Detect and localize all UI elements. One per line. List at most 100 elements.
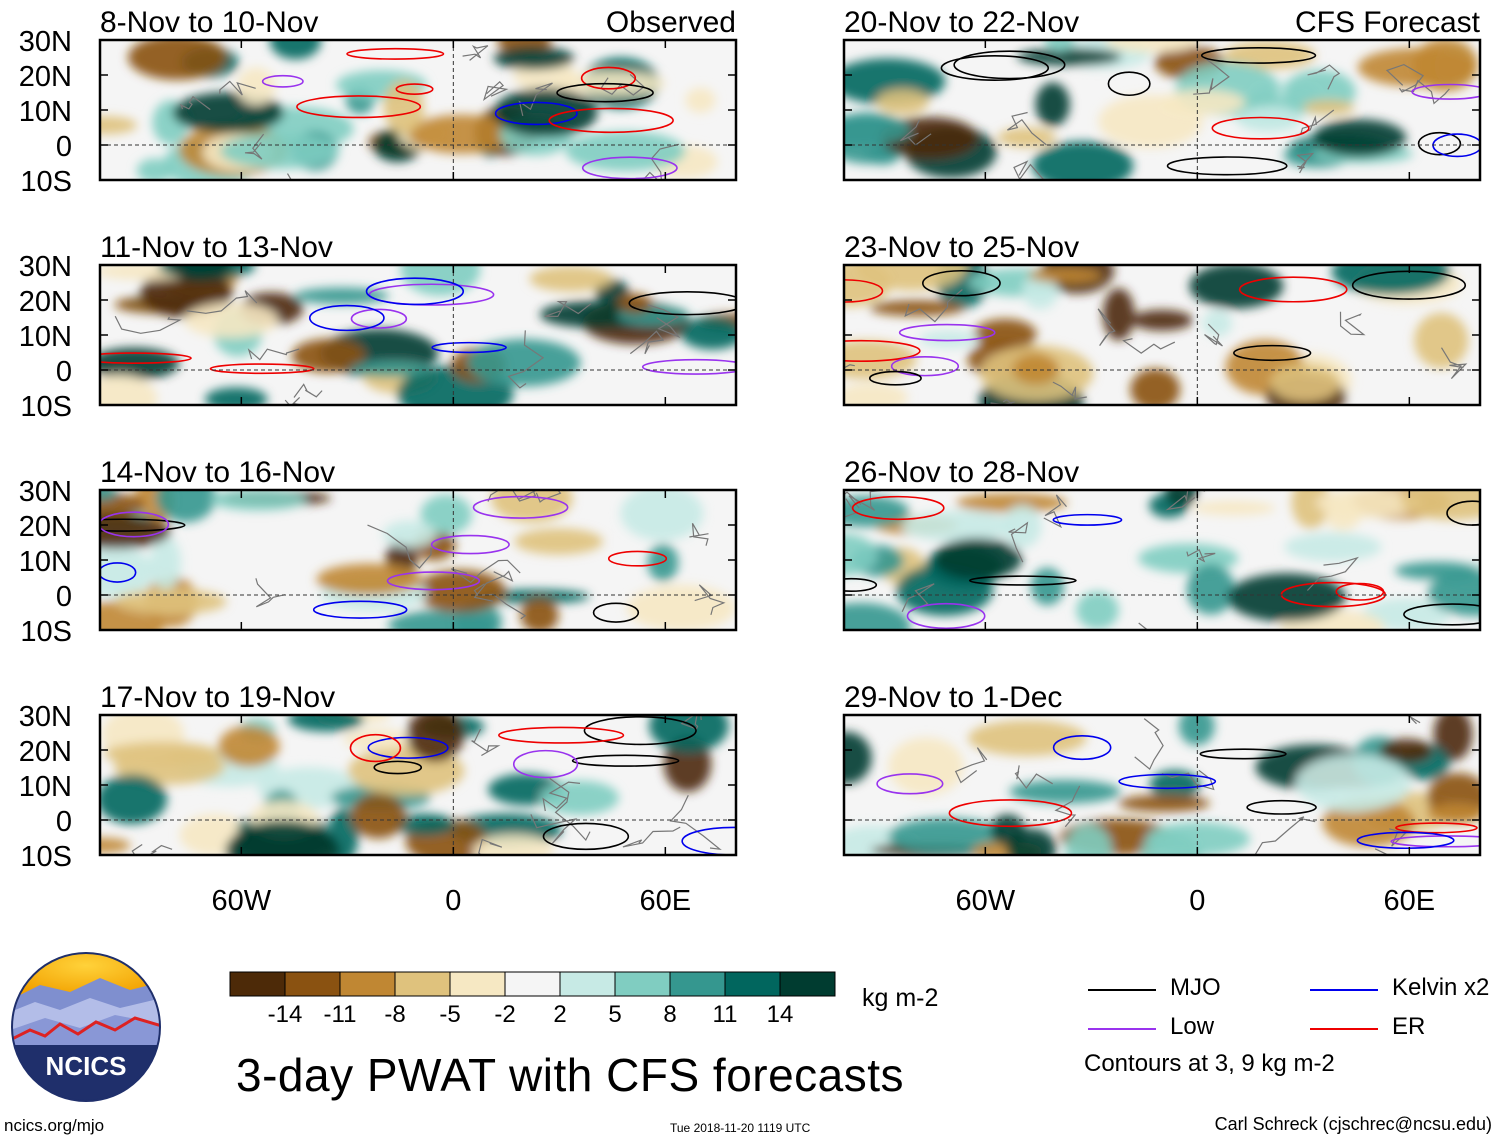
wave-contour [876,773,944,795]
anomaly-blob [520,598,559,630]
anomaly-blob [1009,779,1121,804]
column-header: CFS Forecast [1295,6,1481,39]
column-header: Observed [606,6,736,39]
coastline [1405,715,1421,725]
panel-field [100,265,736,405]
coastline [450,559,521,584]
colorbar-tick-label: -8 [384,1001,405,1028]
panel-period-label: 20-Nov to 22-Nov [844,6,1079,39]
wave-contour [906,602,986,630]
anomaly-field [844,715,1480,855]
anomaly-blob [685,87,716,113]
coastline [1401,79,1450,105]
anomaly-blob [349,360,432,377]
wave-contour [953,50,1066,80]
colorbar-swatch [559,971,616,997]
logo-text: NCICS [46,1051,127,1081]
anomaly-blob [1032,141,1134,180]
wave-contour [968,575,1077,586]
anomaly-blob [393,813,456,836]
coastline [471,728,501,757]
anomaly-blob [219,133,340,169]
coastline [1122,338,1176,354]
coastline [530,814,578,844]
coastline [518,82,553,117]
footer-credit: Carl Schreck (cjschrec@ncsu.edu) [1214,1114,1492,1134]
panel-field [100,40,736,180]
anomaly-blob [136,158,173,180]
coastline [114,315,182,334]
wave-contour [368,283,495,306]
colorbar-tick-label: 5 [608,1001,621,1028]
anomaly-blob [888,817,1006,855]
wave-contour [948,799,1073,828]
coastline [1385,63,1425,93]
panel-field [100,715,736,855]
anomaly-blob [420,494,472,535]
colorbar-tick-label: -11 [324,1001,357,1028]
anomaly-blob [997,127,1057,148]
anomaly-blob [287,715,365,732]
wave-contour [1107,71,1151,97]
legend-kelvin: Kelvin x2 [1310,974,1510,1004]
anomaly-field [100,265,736,405]
coastline [1339,311,1366,336]
colorbar-swatch [339,971,396,997]
anomaly-field [100,715,729,855]
legend-mjo: MJO [1088,974,1288,1004]
legend-kelvin-label: Kelvin x2 [1392,974,1490,1001]
coastline [1254,816,1316,855]
wave-contour [386,571,481,591]
wave-contour [898,323,996,342]
anomaly-blob [1202,309,1233,337]
wave-contour [607,550,668,567]
panel-period-label: 14-Nov to 16-Nov [100,456,335,489]
coastline [244,133,265,160]
footer-url[interactable]: ncics.org/mjo [4,1116,105,1135]
anomaly-blob [103,741,221,766]
coastline [284,396,309,405]
wave-contour [844,577,878,593]
anomaly-blob [150,535,182,591]
anomaly-blob [1159,89,1246,116]
coastline [689,523,709,546]
anomaly-blob [156,490,216,523]
anomaly-blob [933,537,1022,580]
coastline [1043,494,1067,529]
anomaly-blob [514,528,604,555]
anomaly-blob [1035,82,1070,127]
wave-contour [431,341,507,354]
ytick-label: 10S [20,166,72,198]
anomaly-blob [844,533,878,576]
wave-contour [349,733,402,763]
colorbar-tick-label: 11 [713,1001,738,1028]
ytick-label: 20N [19,61,72,93]
wave-contour [1403,603,1480,626]
coastline [507,330,545,389]
ytick-label: 30N [19,701,72,733]
panel-period-label: 29-Nov to 1-Dec [844,681,1062,714]
anomaly-blob [1400,490,1480,521]
anomaly-blob [956,493,1068,513]
footer-timestamp: Tue 2018-11-20 1119 UTC [670,1121,811,1135]
anomaly-blob [1028,268,1102,283]
coastline [954,747,988,784]
wave-contour [1335,582,1385,601]
anomaly-blob [1357,47,1478,87]
anomaly-blob [169,265,232,282]
anomaly-field [100,40,718,180]
coastline [367,524,432,569]
coastline [1134,718,1164,771]
colorbar-swatch [504,971,561,997]
ytick-label: 10N [19,96,72,128]
colorbar-swatch [779,971,836,997]
anomaly-blob [1192,500,1276,516]
panel-period-label: 26-Nov to 28-Nov [844,456,1079,489]
ytick-label: 20N [19,511,72,543]
anomaly-blob [1165,490,1198,507]
wave-contour [1166,156,1288,176]
wave-contour [844,339,921,362]
colorbar-swatch [394,971,451,997]
